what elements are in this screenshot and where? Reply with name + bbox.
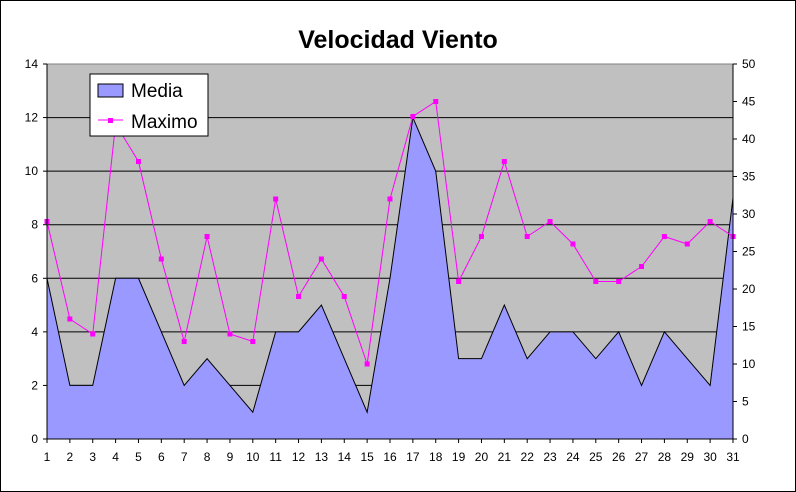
x-tick-label: 19: [452, 450, 466, 464]
x-tick-label: 1: [44, 450, 51, 464]
legend-swatch-media: [97, 83, 124, 98]
y-left-tick-label: 4: [31, 325, 38, 339]
maximo-point: [364, 361, 370, 367]
maximo-point: [570, 241, 576, 247]
area-series: [46, 115, 734, 440]
y-left-tick-label: 0: [31, 432, 38, 446]
maximo-point: [296, 294, 302, 299]
y-right-tick-label: 45: [742, 95, 756, 109]
maximo-point: [250, 339, 256, 344]
maximo-point: [524, 234, 530, 239]
y-left-tick-label: 10: [25, 164, 39, 178]
maximo-point: [318, 256, 324, 262]
y-right-tick-label: 40: [742, 132, 756, 146]
maximo-point: [501, 159, 507, 164]
x-tick-label: 2: [67, 450, 74, 464]
maximo-point: [410, 114, 416, 119]
maximo-point: [158, 256, 164, 262]
maximo-point: [616, 279, 622, 284]
maximo-point: [593, 279, 599, 284]
maximo-point: [341, 294, 347, 299]
x-tick-label: 31: [726, 450, 740, 464]
y-right-tick-label: 0: [742, 432, 749, 446]
x-tick-label: 29: [681, 450, 695, 464]
x-tick-label: 30: [703, 450, 717, 464]
x-tick-label: 26: [612, 450, 626, 464]
line-series: [44, 99, 736, 367]
maximo-point: [661, 234, 667, 239]
area-media-outline: [46, 115, 734, 414]
maximo-point: [478, 234, 484, 239]
y-right-tick-label: 25: [742, 245, 756, 259]
y-left-tick-label: 12: [25, 111, 39, 125]
x-tick-label: 9: [227, 450, 234, 464]
maximo-point: [67, 316, 73, 322]
maximo-point: [90, 331, 96, 337]
maximo-point: [684, 241, 690, 247]
maximo-point: [227, 331, 233, 337]
maximo-point: [387, 196, 393, 202]
y-left-tick-label: 8: [31, 218, 38, 232]
y-left-tick-label: 14: [25, 57, 39, 71]
x-tick-label: 16: [383, 450, 397, 464]
y-right-tick-label: 30: [742, 207, 756, 221]
x-tick-label: 7: [181, 450, 188, 464]
maximo-point: [273, 196, 279, 202]
maximo-point: [639, 264, 645, 269]
maximo-point: [456, 279, 462, 284]
legend-label-media: Media: [131, 81, 183, 102]
x-tick-label: 3: [89, 450, 96, 464]
y-right-tick-label: 15: [742, 320, 756, 334]
y-right-tick-label: 35: [742, 170, 756, 184]
legend-marker-maximo: [108, 118, 113, 123]
y-right-tick-label: 5: [742, 395, 749, 409]
x-tick-label: 4: [112, 450, 119, 464]
x-tick-label: 22: [521, 450, 535, 464]
x-tick-label: 5: [135, 450, 142, 464]
x-tick-label: 15: [360, 450, 374, 464]
maximo-point: [135, 159, 141, 164]
x-tick-label: 20: [475, 450, 489, 464]
x-tick-label: 25: [589, 450, 603, 464]
maximo-point: [707, 219, 713, 224]
y-right-tick-label: 20: [742, 282, 756, 296]
legend-label-maximo: Maximo: [131, 112, 198, 133]
legend: Media Maximo: [89, 73, 209, 137]
x-tick-label: 18: [429, 450, 443, 464]
maximo-point: [204, 234, 210, 239]
y-left-tick-label: 6: [31, 271, 38, 285]
x-tick-label: 23: [543, 450, 557, 464]
chart-title: Velocidad Viento: [298, 26, 498, 54]
x-tick-label: 10: [246, 450, 260, 464]
x-tick-label: 28: [658, 450, 672, 464]
x-tick-label: 27: [635, 450, 649, 464]
x-tick-label: 8: [204, 450, 211, 464]
y-right-tick-label: 10: [742, 357, 756, 371]
x-tick-label: 21: [498, 450, 512, 464]
x-tick-label: 14: [338, 450, 352, 464]
maximo-point: [181, 339, 187, 344]
x-tick-label: 17: [406, 450, 420, 464]
y-right-tick-label: 50: [742, 57, 756, 71]
x-tick-label: 24: [566, 450, 580, 464]
x-tick-label: 12: [292, 450, 306, 464]
maximo-point: [547, 219, 553, 224]
x-tick-label: 11: [269, 450, 282, 464]
x-tick-label: 6: [158, 450, 165, 464]
y-left-tick-label: 2: [31, 378, 38, 392]
maximo-point: [433, 99, 439, 104]
x-tick-label: 13: [315, 450, 329, 464]
